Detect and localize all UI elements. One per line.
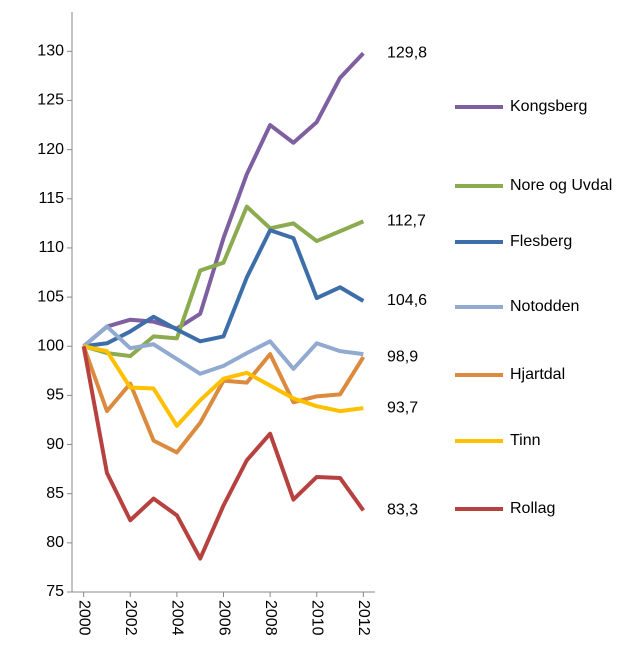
series-line: [81, 345, 366, 455]
series-line: [81, 345, 365, 561]
legend-label: Flesberg: [510, 233, 573, 250]
series-line: [82, 324, 364, 376]
end-label: 98,9: [387, 348, 418, 365]
end-label: 129,8: [387, 45, 427, 62]
y-tick-label: 130: [37, 43, 64, 60]
y-tick-label: 90: [46, 436, 64, 453]
y-tick-label: 95: [46, 387, 64, 404]
y-tick-label: 110: [38, 239, 64, 256]
legend-label: Kongsberg: [510, 98, 588, 115]
legend-label: Nore og Uvdal: [510, 177, 613, 194]
series-line: [83, 344, 364, 428]
series-line: [83, 204, 365, 359]
x-tick-label: 2008: [262, 600, 279, 636]
y-tick-label: 105: [37, 288, 64, 305]
y-tick-label: 125: [37, 92, 64, 109]
legend-label: Notodden: [510, 298, 580, 315]
y-tick-label: 85: [46, 485, 64, 502]
x-tick-label: 2010: [308, 600, 325, 636]
series-line: [82, 51, 365, 348]
end-label: 112,7: [387, 213, 426, 230]
end-label: 83,3: [387, 502, 418, 519]
end-label: 93,7: [387, 399, 418, 416]
x-tick-label: 2002: [122, 600, 139, 636]
legend-label: Tinn: [510, 432, 541, 449]
series-line: [83, 228, 365, 349]
x-tick-label: 2000: [75, 600, 92, 636]
x-tick-label: 2004: [169, 600, 186, 636]
legend-label: Hjartdal: [510, 366, 566, 383]
end-label: 104,6: [387, 292, 427, 309]
y-tick-label: 75: [46, 583, 64, 600]
legend-label: Rollag: [510, 500, 556, 517]
y-tick-label: 120: [37, 141, 64, 158]
x-tick-label: 2012: [355, 600, 372, 636]
y-tick-label: 80: [46, 534, 64, 551]
y-tick-label: 100: [37, 337, 64, 354]
x-tick-label: 2006: [215, 600, 232, 636]
y-tick-label: 115: [38, 190, 64, 207]
